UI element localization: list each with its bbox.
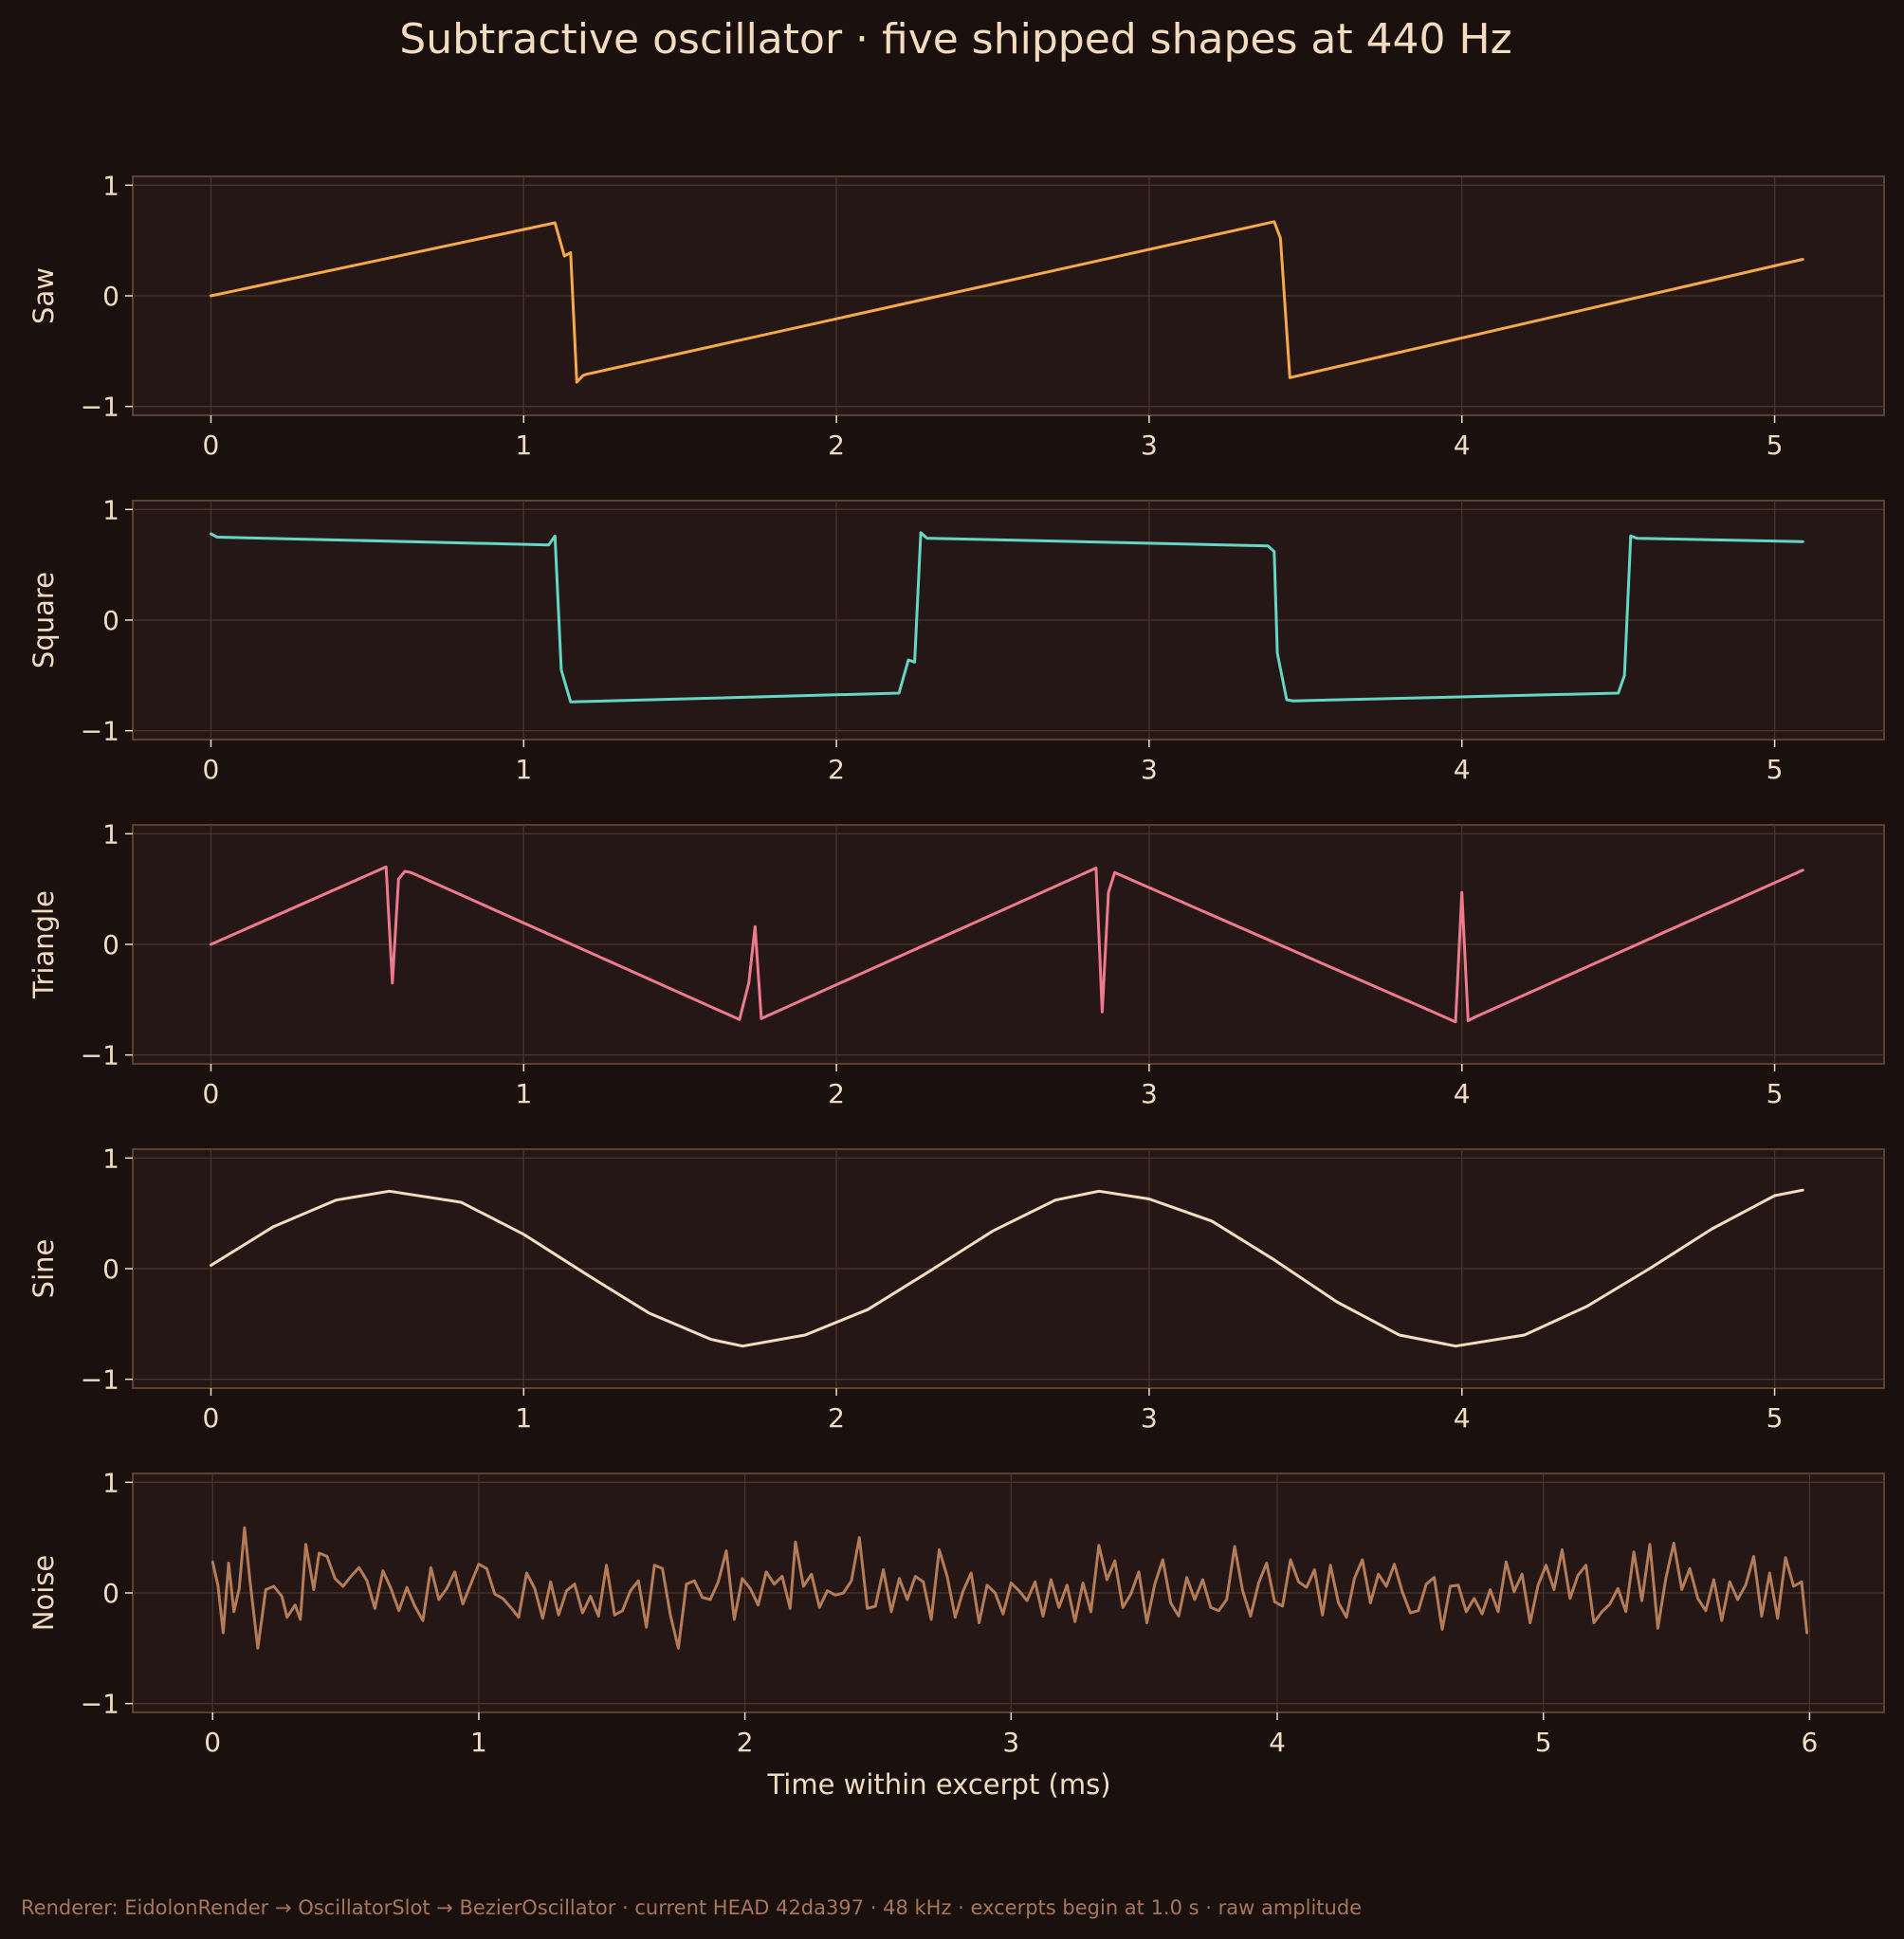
x-tick-label: 1: [515, 1078, 532, 1109]
y-tick-label: −1: [81, 1040, 119, 1071]
y-tick-label: 0: [102, 929, 119, 960]
subplot-triangle: 0 1 2 3 4 5 1 0 −1 Triangle: [27, 818, 1885, 1109]
y-tick-label: 1: [102, 818, 119, 850]
y-axis-title-saw: Saw: [27, 267, 60, 324]
x-tick-label: 3: [1141, 1078, 1158, 1109]
y-tick-label: 1: [102, 1467, 119, 1498]
series-line-noise: [211, 1526, 1809, 1650]
x-tick-label: 5: [1767, 1402, 1784, 1434]
series-line-saw: [210, 220, 1804, 384]
subplot-saw: 0 1 2 3 4 5 1 0 −1 Saw: [27, 170, 1885, 461]
x-tick-label: 1: [515, 1402, 532, 1434]
y-tick-label: 1: [102, 1143, 119, 1174]
x-tick-label: 3: [1002, 1727, 1019, 1758]
y-tick-label: −1: [81, 716, 119, 747]
x-tick-label: 2: [828, 1078, 845, 1109]
y-tick-label: −1: [81, 1689, 119, 1720]
x-tick-label: 0: [203, 754, 220, 785]
renderer-footer-note: Renderer: EidolonRender → OscillatorSlot…: [21, 1896, 1362, 1919]
x-tick-label: 2: [737, 1727, 754, 1758]
subplot-square: 0 1 2 3 4 5 1 0 −1 Square: [27, 494, 1885, 785]
x-tick-label: 3: [1141, 754, 1158, 785]
y-tick-label: 0: [102, 605, 119, 636]
x-tick-label: 4: [1454, 1402, 1471, 1434]
y-axis-title-noise: Noise: [27, 1555, 60, 1631]
series-line-sine: [210, 1188, 1804, 1348]
x-tick-label: 5: [1535, 1727, 1552, 1758]
x-tick-label: 1: [515, 754, 532, 785]
x-tick-label: 0: [203, 1402, 220, 1434]
x-tick-label: 2: [828, 754, 845, 785]
x-tick-label: 4: [1454, 430, 1471, 461]
x-axis-title: Time within excerpt (ms): [766, 1768, 1110, 1801]
y-tick-label: 0: [102, 281, 119, 312]
x-tick-label: 4: [1454, 1078, 1471, 1109]
y-tick-label: 0: [102, 1578, 119, 1609]
y-tick-label: −1: [81, 392, 119, 423]
y-tick-label: 0: [102, 1253, 119, 1285]
y-axis-title-triangle: Triangle: [27, 890, 60, 999]
x-tick-label: 1: [515, 430, 532, 461]
x-tick-label: 4: [1454, 754, 1471, 785]
x-tick-label: 0: [203, 430, 220, 461]
subplot-noise: 0 1 2 3 4 5 6 1 0 −1 Noise Time within excerpt (ms): [27, 1467, 1885, 1801]
x-tick-label: 4: [1269, 1727, 1286, 1758]
x-tick-label: 5: [1767, 430, 1784, 461]
x-tick-label: 3: [1141, 1402, 1158, 1434]
y-tick-label: 1: [102, 494, 119, 525]
x-tick-label: 6: [1801, 1727, 1818, 1758]
subplot-sine: 0 1 2 3 4 5 1 0 −1 Sine: [27, 1143, 1885, 1434]
y-tick-label: 1: [102, 170, 119, 201]
y-axis-title-square: Square: [27, 572, 60, 668]
x-tick-label: 5: [1767, 1078, 1784, 1109]
x-tick-label: 2: [828, 430, 845, 461]
x-tick-label: 5: [1767, 754, 1784, 785]
figure-title: Subtractive oscillator · five shipped sh…: [399, 15, 1511, 64]
series-line-triangle: [210, 865, 1804, 1024]
x-tick-label: 3: [1141, 430, 1158, 461]
y-tick-label: −1: [81, 1364, 119, 1396]
y-axis-title-sine: Sine: [27, 1239, 60, 1299]
x-tick-label: 1: [470, 1727, 487, 1758]
x-tick-label: 2: [828, 1402, 845, 1434]
series-line-square: [210, 531, 1804, 704]
x-tick-label: 0: [204, 1727, 221, 1758]
subplot-stack: 0 1 2 3 4 5 1 0 −1 Saw 0 1 2 3 4 5 1 0 −1 Square 0 1 2 3 4 5 1 0 −1 T…: [27, 170, 1885, 1801]
x-tick-label: 0: [203, 1078, 220, 1109]
